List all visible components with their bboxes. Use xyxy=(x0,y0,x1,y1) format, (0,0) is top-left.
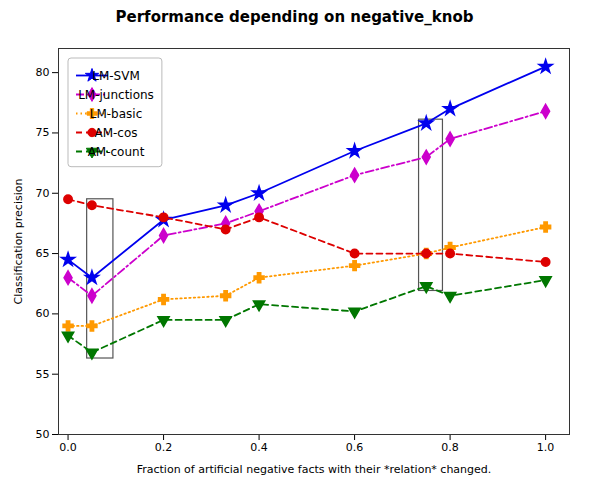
svg-text:75: 75 xyxy=(36,126,50,139)
svg-text:70: 70 xyxy=(36,187,50,200)
svg-text:Fraction of artificial negativ: Fraction of artificial negative facts wi… xyxy=(137,463,492,476)
svg-text:65: 65 xyxy=(36,247,50,260)
svg-text:AM-count: AM-count xyxy=(88,145,145,159)
svg-text:55: 55 xyxy=(36,368,50,381)
html-text:Performance depending on negat: Performance depending on negative_knob xyxy=(115,8,474,26)
svg-text:0.8: 0.8 xyxy=(441,441,459,454)
svg-text:0.4: 0.4 xyxy=(250,441,268,454)
svg-text:60: 60 xyxy=(36,307,50,320)
svg-text:AM-cos: AM-cos xyxy=(94,126,137,140)
svg-text:80: 80 xyxy=(36,66,50,79)
svg-text:0.6: 0.6 xyxy=(346,441,364,454)
svg-text:0.2: 0.2 xyxy=(155,441,173,454)
svg-text:LM-SVM: LM-SVM xyxy=(92,69,140,83)
svg-text:0.0: 0.0 xyxy=(59,441,77,454)
svg-text:Classification precision: Classification precision xyxy=(12,179,25,305)
svg-text:50: 50 xyxy=(36,428,50,441)
svg-text:LM-junctions: LM-junctions xyxy=(78,88,154,102)
svg-text:1.0: 1.0 xyxy=(537,441,555,454)
svg-text:LM-basic: LM-basic xyxy=(90,107,143,121)
